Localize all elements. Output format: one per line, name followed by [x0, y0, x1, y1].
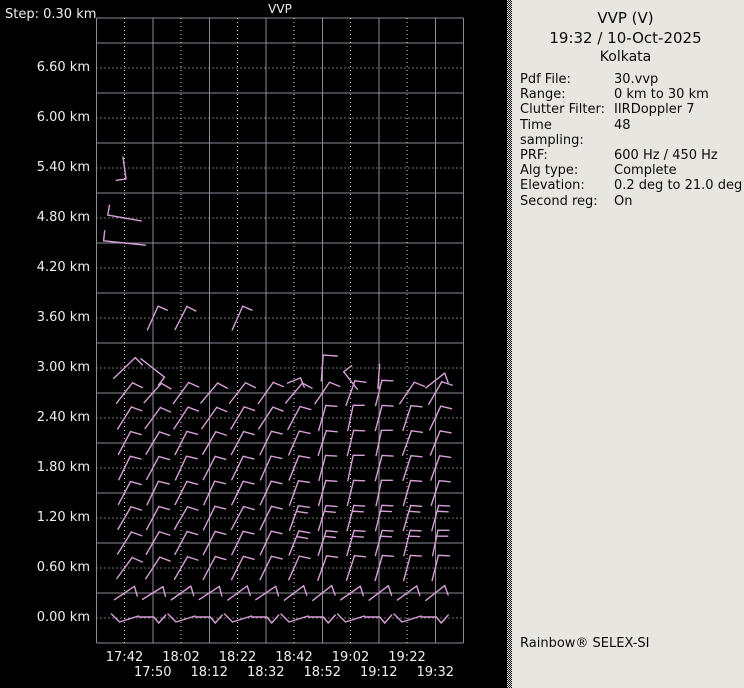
- info-row: Clutter Filter: IIRDoppler 7: [520, 102, 744, 117]
- info-row: PRF: 600 Hz / 450 Hz: [520, 148, 744, 163]
- info-rows: Pdf File: 30.vvp Range: 0 km to 30 km Clutte…: [520, 72, 744, 209]
- info-value: 0.2 deg to 21.0 deg: [614, 178, 743, 194]
- altitude-axis-label: 3.00 km: [36, 360, 90, 375]
- altitude-axis-label: 4.20 km: [36, 260, 90, 275]
- info-label: Elevation:: [520, 178, 585, 194]
- plot-grid: [96, 17, 464, 644]
- info-label: Alg type:: [520, 163, 579, 179]
- time-axis-label: 19:32: [416, 665, 454, 680]
- info-value: 600 Hz / 450 Hz: [614, 148, 718, 164]
- plot-title: VVP: [268, 2, 292, 16]
- info-row: Second reg: On: [520, 194, 744, 209]
- altitude-axis-label: 0.00 km: [36, 610, 90, 625]
- altitude-axis-label: 1.80 km: [36, 460, 90, 475]
- info-value: Complete: [614, 163, 677, 179]
- time-axis-label: 18:02: [162, 650, 200, 665]
- info-label: Range:: [520, 87, 566, 103]
- info-row: Range: 0 km to 30 km: [520, 87, 744, 102]
- step-label: Step: 0.30 km: [5, 7, 97, 22]
- info-label: Clutter Filter:: [520, 102, 605, 118]
- info-row: Pdf File: 30.vvp: [520, 72, 744, 87]
- altitude-axis-label: 6.00 km: [36, 110, 90, 125]
- info-row: Elevation: 0.2 deg to 21.0 deg: [520, 178, 744, 193]
- info-row: Time sampling: 48: [520, 118, 744, 148]
- altitude-axis-label: 1.20 km: [36, 510, 90, 525]
- info-label: Second reg:: [520, 193, 598, 209]
- time-axis-label: 18:32: [247, 665, 285, 680]
- time-axis-label: 18:22: [218, 650, 257, 665]
- wind-barbs: [102, 156, 453, 625]
- info-label: PRF:: [520, 148, 548, 164]
- time-axis-label: 19:12: [360, 665, 398, 680]
- altitude-axis-label: 5.40 km: [36, 160, 90, 175]
- altitude-axis-label: 4.80 km: [36, 210, 90, 225]
- panel-location: Kolkata: [599, 49, 652, 65]
- time-axis-label: 18:52: [303, 665, 341, 680]
- info-value: 48: [614, 117, 631, 133]
- info-value: 0 km to 30 km: [614, 87, 709, 103]
- altitude-axis-label: 3.60 km: [36, 310, 90, 325]
- altitude-axis-label: 2.40 km: [36, 410, 90, 425]
- time-axis-label: 17:50: [134, 665, 172, 680]
- info-label: Pdf File:: [520, 72, 571, 87]
- info-value: IIRDoppler 7: [614, 102, 695, 118]
- info-value: On: [614, 193, 633, 209]
- panel-title: VVP (V): [597, 9, 654, 27]
- time-axis-label: 18:12: [190, 665, 228, 680]
- altitude-axis-label: 6.60 km: [36, 60, 90, 75]
- info-label: Time sampling:: [520, 117, 584, 148]
- brand-label: Rainbow® SELEX-SI: [520, 636, 650, 651]
- info-panel: VVP (V) 19:32 / 10-Oct-2025 Kolkata Pdf …: [507, 0, 744, 688]
- time-axis-label: 19:22: [388, 650, 426, 665]
- time-axis-label: 19:02: [331, 650, 370, 665]
- panel-datetime: 19:32 / 10-Oct-2025: [549, 29, 702, 47]
- info-value: 30.vvp: [614, 72, 659, 87]
- time-axis-label: 17:42: [105, 650, 144, 665]
- info-row: Alg type: Complete: [520, 163, 744, 178]
- time-axis-label: 18:42: [275, 650, 313, 665]
- altitude-axis-label: 0.60 km: [36, 560, 90, 575]
